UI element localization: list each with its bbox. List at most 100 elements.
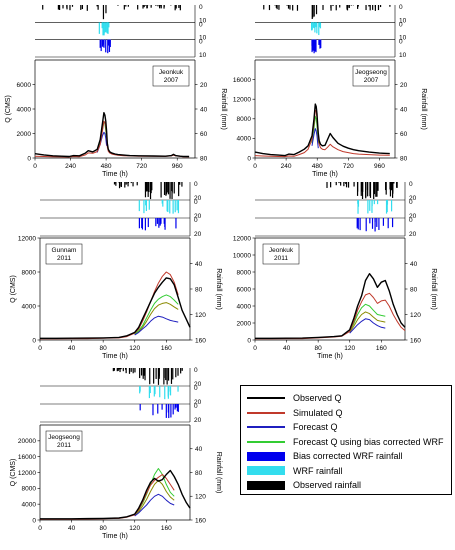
y-tick-label: 10000 xyxy=(233,252,251,259)
x-tick-label: 120 xyxy=(344,345,355,352)
strip-tick-label: 10 xyxy=(199,35,207,42)
x-tick-label: 40 xyxy=(68,345,76,352)
rainfall-bar xyxy=(139,404,141,411)
rain-tick-label: 160 xyxy=(195,517,206,524)
rainfall-bar xyxy=(391,218,394,228)
rainfall-bar xyxy=(392,182,394,192)
rainfall-bar xyxy=(365,182,367,199)
rainfall-bar xyxy=(159,5,161,9)
rainfall-bar xyxy=(369,200,371,211)
rainfall-bar xyxy=(376,218,378,227)
rain-tick-label: 20 xyxy=(400,82,408,89)
y-tick-label: 20000 xyxy=(18,438,36,445)
panel-label-box xyxy=(45,243,83,265)
y-axis-label: Q (CMS) xyxy=(10,275,17,303)
rainfall-bar xyxy=(318,39,320,45)
rainfall-bar xyxy=(361,182,363,192)
rainfall-bar xyxy=(57,5,60,10)
rainfall-bar xyxy=(125,182,127,185)
rainfall-bar xyxy=(169,200,171,214)
rainfall-bar xyxy=(171,182,173,192)
rain-tick-label: 120 xyxy=(195,494,206,501)
panel-label-box xyxy=(152,65,190,87)
rainfall-bar xyxy=(157,5,159,7)
rainfall-bar xyxy=(314,22,316,33)
y-tick-label: 4000 xyxy=(22,303,37,310)
rainfall-bar xyxy=(108,22,110,28)
rainfall-bar xyxy=(120,368,122,370)
rainfall-bar xyxy=(101,22,103,29)
panel-label-site: Gunnam xyxy=(52,247,77,254)
rainfall-bar xyxy=(159,5,161,7)
y-tick-label: 4000 xyxy=(17,106,32,113)
rainfall-bar xyxy=(159,218,161,226)
rainfall-bar xyxy=(166,200,168,212)
rainfall-bar xyxy=(143,5,145,8)
x-tick-label: 80 xyxy=(100,525,108,532)
strip-tick-label: 0 xyxy=(409,181,413,188)
strip-tick-label: 0 xyxy=(199,21,203,28)
rainfall-bar xyxy=(169,386,172,396)
rainfall-bar xyxy=(371,218,374,229)
rainfall-bar xyxy=(357,218,359,230)
rainfall-bar xyxy=(390,200,393,212)
strip-tick-label: 0 xyxy=(399,39,403,46)
rainfall-bar xyxy=(376,182,378,197)
series-line xyxy=(255,273,406,339)
legend-swatch xyxy=(247,440,285,443)
rainfall-bar xyxy=(339,5,341,8)
rainfall-bar xyxy=(80,5,82,10)
rainfall-bar xyxy=(137,5,139,10)
rainfall-bar xyxy=(382,218,385,226)
rain-tick-label: 60 xyxy=(400,131,408,138)
rainfall-bar xyxy=(335,5,337,11)
series-line xyxy=(134,302,179,335)
legend-entry: Forecast Q using bias corrected WRF xyxy=(247,436,444,448)
rainfall-bar xyxy=(369,5,371,11)
strip-tick-label: 0 xyxy=(409,199,413,206)
rain-tick-label: 120 xyxy=(195,312,206,319)
rainfall-bar xyxy=(141,218,144,230)
rainfall-bar xyxy=(389,5,391,7)
rain-tick-label: 40 xyxy=(400,106,408,113)
x-tick-label: 160 xyxy=(161,525,172,532)
observed-rainfall-strip xyxy=(113,182,183,200)
rainfall-bar xyxy=(332,5,334,7)
rainfall-bar xyxy=(132,368,134,374)
rain-tick-label: 80 xyxy=(195,470,203,477)
rainfall-bar xyxy=(147,182,149,197)
observed-rainfall-strip xyxy=(263,5,391,20)
strip-tick-label: 0 xyxy=(194,217,198,224)
series-line xyxy=(311,128,319,149)
rainfall-bar xyxy=(348,5,350,8)
y2-axis-label: Rainfall (mm) xyxy=(420,88,427,130)
rainfall-bar xyxy=(123,5,125,10)
legend-entry: Observed Q xyxy=(247,392,342,404)
rainfall-bar xyxy=(175,5,177,9)
rainfall-bar xyxy=(174,5,176,11)
rainfall-bar xyxy=(166,368,168,385)
x-tick-label: 160 xyxy=(161,345,172,352)
panel-label-year: 2007 xyxy=(164,77,179,84)
y-tick-label: 12000 xyxy=(18,235,36,242)
legend-entry: Forecast Q xyxy=(247,421,338,433)
rainfall-bar xyxy=(147,218,149,228)
strip-tick-label: 20 xyxy=(409,213,417,220)
strip-tick-label: 20 xyxy=(194,195,202,202)
rainfall-bar xyxy=(139,386,141,392)
rainfall-bar xyxy=(42,5,44,10)
rainfall-bar xyxy=(150,182,152,194)
rainfall-bar xyxy=(112,368,114,372)
rainfall-bar xyxy=(158,368,160,379)
rainfall-bar xyxy=(357,5,359,7)
rain-tick-label: 80 xyxy=(400,155,408,162)
rainfall-bar xyxy=(319,22,322,29)
rainfall-bar xyxy=(160,218,162,224)
rainfall-bar xyxy=(146,5,148,9)
bias-corrected-rainfall-strip xyxy=(138,218,177,231)
rainfall-bar xyxy=(178,5,180,8)
rainfall-bar xyxy=(107,39,109,54)
bias-corrected-rainfall-strip xyxy=(99,39,111,54)
rain-tick-label: 80 xyxy=(195,286,203,293)
